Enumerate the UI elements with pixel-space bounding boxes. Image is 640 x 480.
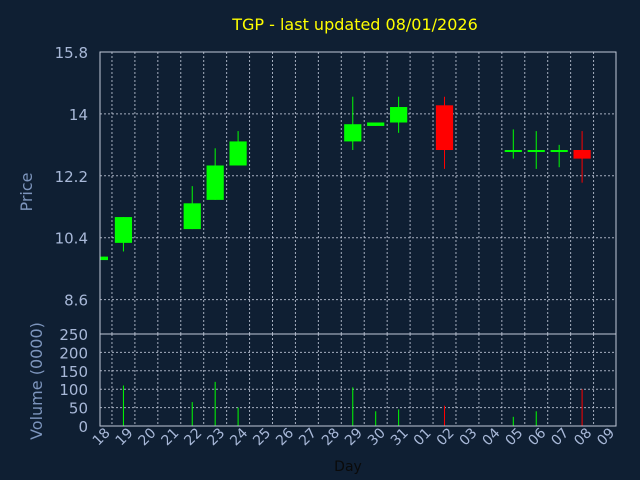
day-tick-label: 24 bbox=[227, 425, 251, 449]
volume-tick-label: 100 bbox=[59, 381, 88, 399]
day-tick-label: 19 bbox=[113, 425, 137, 449]
day-tick-label: 06 bbox=[525, 425, 549, 449]
price-tick-label: 10.4 bbox=[55, 230, 88, 248]
day-tick-label: 26 bbox=[273, 425, 297, 449]
candle-body bbox=[390, 107, 408, 123]
day-axis-label: Day bbox=[334, 459, 362, 475]
candle-body bbox=[504, 150, 522, 153]
candlestick-series bbox=[100, 96, 591, 261]
candle-body bbox=[550, 150, 568, 153]
day-tick-label: 23 bbox=[204, 425, 228, 449]
price-axis-label: Price bbox=[17, 172, 36, 211]
day-tick-label: 28 bbox=[319, 425, 343, 449]
candle-body bbox=[229, 141, 247, 166]
day-tick-label: 02 bbox=[434, 425, 458, 449]
candle-body bbox=[527, 150, 545, 153]
day-tick-label: 05 bbox=[503, 425, 527, 449]
day-tick-label: 25 bbox=[250, 425, 274, 449]
candle-body bbox=[100, 256, 108, 261]
candle-body bbox=[435, 105, 454, 151]
day-tick-label: 03 bbox=[457, 425, 481, 449]
day-tick-label: 27 bbox=[296, 425, 320, 449]
volume-plot-frame bbox=[99, 333, 617, 427]
day-tick-label: 29 bbox=[342, 425, 366, 449]
volume-tick-label: 150 bbox=[59, 363, 88, 381]
day-tick-label: 07 bbox=[548, 425, 572, 449]
price-tick-labels: 8.6 10.4 12.2 14 15.8 bbox=[55, 44, 88, 310]
volume-tick-label: 50 bbox=[69, 400, 88, 418]
price-plot-frame bbox=[99, 51, 617, 335]
volume-axis-label: Volume (0000) bbox=[27, 322, 46, 440]
day-tick-labels: 18 19 20 21 22 23 24 25 26 27 28 29 30 31 01 02 03 04 05 06… bbox=[90, 425, 618, 449]
day-tick-label: 20 bbox=[136, 425, 160, 449]
volume-tick-label: 250 bbox=[59, 326, 88, 344]
price-tick-label: 14 bbox=[69, 106, 88, 124]
volume-tick-label: 0 bbox=[78, 418, 88, 436]
day-tick-label: 30 bbox=[365, 425, 389, 449]
day-tick-label: 21 bbox=[159, 425, 183, 449]
volume-tick-label: 200 bbox=[59, 344, 88, 362]
candle-body bbox=[367, 122, 385, 126]
day-tick-label: 08 bbox=[571, 425, 595, 449]
price-tick-label: 12.2 bbox=[55, 168, 88, 186]
candle-body bbox=[344, 124, 362, 142]
price-tick-label: 15.8 bbox=[55, 44, 88, 62]
day-tick-label: 31 bbox=[388, 425, 412, 449]
candle-body bbox=[573, 150, 591, 159]
price-tick-label: 8.6 bbox=[64, 292, 88, 310]
candle-body bbox=[183, 203, 201, 230]
volume-grid bbox=[100, 334, 616, 426]
day-tick-label: 09 bbox=[594, 425, 618, 449]
candle-body bbox=[114, 217, 133, 243]
chart-title: TGP - last updated 08/01/2026 bbox=[231, 15, 478, 34]
day-tick-label: 04 bbox=[480, 425, 504, 449]
day-tick-label: 01 bbox=[411, 425, 435, 449]
volume-bars bbox=[122, 381, 583, 426]
day-tick-label: 22 bbox=[181, 425, 205, 449]
price-grid bbox=[100, 52, 616, 334]
candle-body bbox=[206, 165, 224, 200]
day-tick-label: 18 bbox=[90, 425, 114, 449]
